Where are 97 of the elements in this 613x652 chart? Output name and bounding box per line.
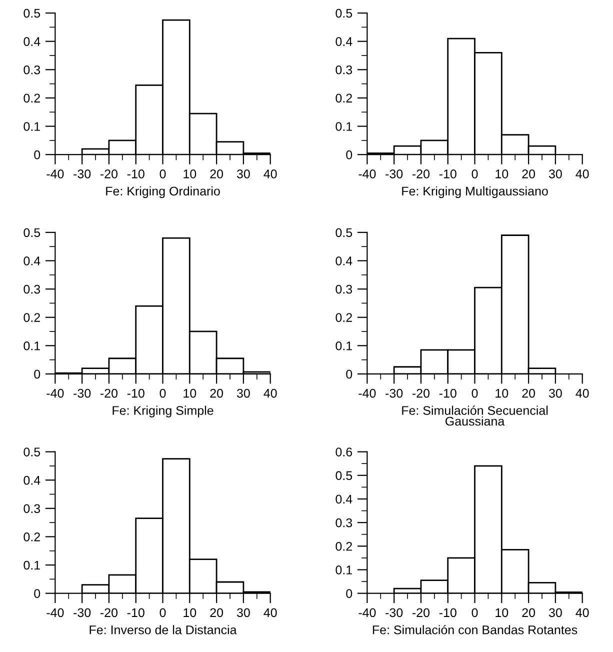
x-tick-label: -40 [46,388,64,398]
y-tick-label: 0.1 [24,122,40,131]
x-tick-label: 0 [160,608,166,618]
y-tick-label: 0.2 [336,94,352,103]
y-tick-label: 0.5 [336,8,352,18]
x-tick-label: 0 [160,169,166,178]
y-tick-label: 0.6 [336,448,352,456]
x-tick-label: -30 [386,608,403,618]
x-tick-label: 0 [472,388,478,398]
y-tick-label: 0 [34,589,40,598]
x-tick-label: 10 [184,169,196,178]
x-tick-label: 30 [548,608,562,618]
y-tick-label: 0.1 [336,566,352,574]
y-tick-label: 0.4 [24,37,40,46]
x-tick-label: -40 [358,608,376,618]
x-tick-label: -20 [412,388,430,398]
x-tick-label: -30 [74,608,91,618]
x-tick-label: -40 [358,169,376,178]
x-tick-label: 10 [184,388,196,398]
x-tick-label: 0 [472,169,478,178]
y-tick-label: 0.3 [24,504,40,514]
x-tick-label: 30 [548,169,562,178]
y-tick-label: 0 [34,150,40,160]
x-tick-label: 40 [264,608,277,618]
x-tick-label: 10 [184,608,196,618]
x-axis-title: Fe: Inverso de la Distancia [90,625,237,634]
x-tick-label: 40 [264,388,277,398]
x-tick-label: -20 [412,169,430,178]
x-tick-label: 20 [210,608,224,618]
y-tick-label: 0 [346,370,352,379]
y-tick-label: 0.5 [336,228,352,238]
y-tick-label: 0.3 [336,65,352,74]
y-tick-label: 0.1 [336,122,352,131]
x-tick-label: -10 [127,388,144,398]
x-tick-label: -40 [46,608,64,618]
y-tick-label: 0.1 [24,560,40,570]
y-tick-label: 0.4 [24,476,40,485]
y-tick-label: 0.3 [336,518,352,528]
x-tick-label: 40 [576,388,589,398]
x-axis-title: Fe: Kriging Simple [112,406,214,418]
x-tick-label: 20 [522,169,536,178]
y-tick-label: 0.5 [24,448,40,456]
x-tick-label: -20 [100,169,118,178]
x-tick-label: 10 [496,608,508,618]
y-tick-label: 0.4 [336,37,352,46]
x-tick-label: -10 [127,608,144,618]
x-tick-label: 40 [576,608,589,618]
x-tick-label: 0 [472,608,478,618]
x-tick-label: -10 [439,388,456,398]
y-tick-label: 0.2 [24,94,40,103]
x-tick-label: 30 [236,169,250,178]
x-axis-title: Fe: Simulación Secuencial Gaussiana [402,406,548,426]
x-tick-label: 20 [522,388,536,398]
y-tick-label: 0 [34,370,40,379]
x-tick-label: 20 [210,388,224,398]
y-tick-label: 0.2 [336,542,352,551]
y-tick-label: 0.2 [336,313,352,322]
x-tick-label: -20 [100,388,118,398]
x-tick-label: 40 [264,169,277,178]
x-tick-label: -40 [46,169,64,178]
x-tick-label: 10 [496,169,508,178]
x-tick-label: 20 [210,169,224,178]
y-tick-label: 0.2 [24,532,40,542]
x-tick-label: -30 [386,169,403,178]
y-tick-label: 0.3 [24,65,40,74]
x-tick-label: 10 [496,388,508,398]
y-tick-label: 0 [346,589,352,598]
x-axis-title: Fe: Kriging Ordinario [106,186,220,198]
y-tick-label: 0.4 [24,256,40,266]
x-tick-label: -40 [358,388,376,398]
y-tick-label: 0.3 [336,284,352,294]
x-tick-label: 20 [522,608,536,618]
x-tick-label: -20 [100,608,118,618]
x-axis-title: Fe: Simulación con Bandas Rotantes [372,624,578,634]
x-tick-label: -30 [386,388,403,398]
x-tick-label: 0 [160,388,166,398]
x-tick-label: 30 [548,388,562,398]
x-tick-label: 40 [576,169,589,178]
y-tick-label: 0.4 [336,256,352,266]
x-axis-title: Fe: Kriging Multigaussiano [402,186,548,198]
y-tick-label: 0.2 [24,313,40,322]
x-tick-label: 30 [236,388,250,398]
x-tick-label: -10 [439,608,456,618]
x-tick-label: 30 [236,608,250,618]
y-tick-label: 0.1 [24,341,40,350]
y-tick-label: 0.5 [336,471,352,480]
x-tick-label: -30 [74,388,91,398]
x-tick-label: -20 [412,608,430,618]
y-tick-label: 0.3 [24,284,40,294]
x-tick-label: -10 [127,169,144,178]
y-tick-label: 0.4 [336,494,352,504]
x-tick-label: -30 [74,169,91,178]
y-tick-label: 0 [346,150,352,160]
x-tick-label: -10 [439,169,456,178]
y-tick-label: 0.1 [336,341,352,350]
y-tick-label: 0.5 [24,228,40,238]
y-tick-label: 0.5 [24,8,40,18]
